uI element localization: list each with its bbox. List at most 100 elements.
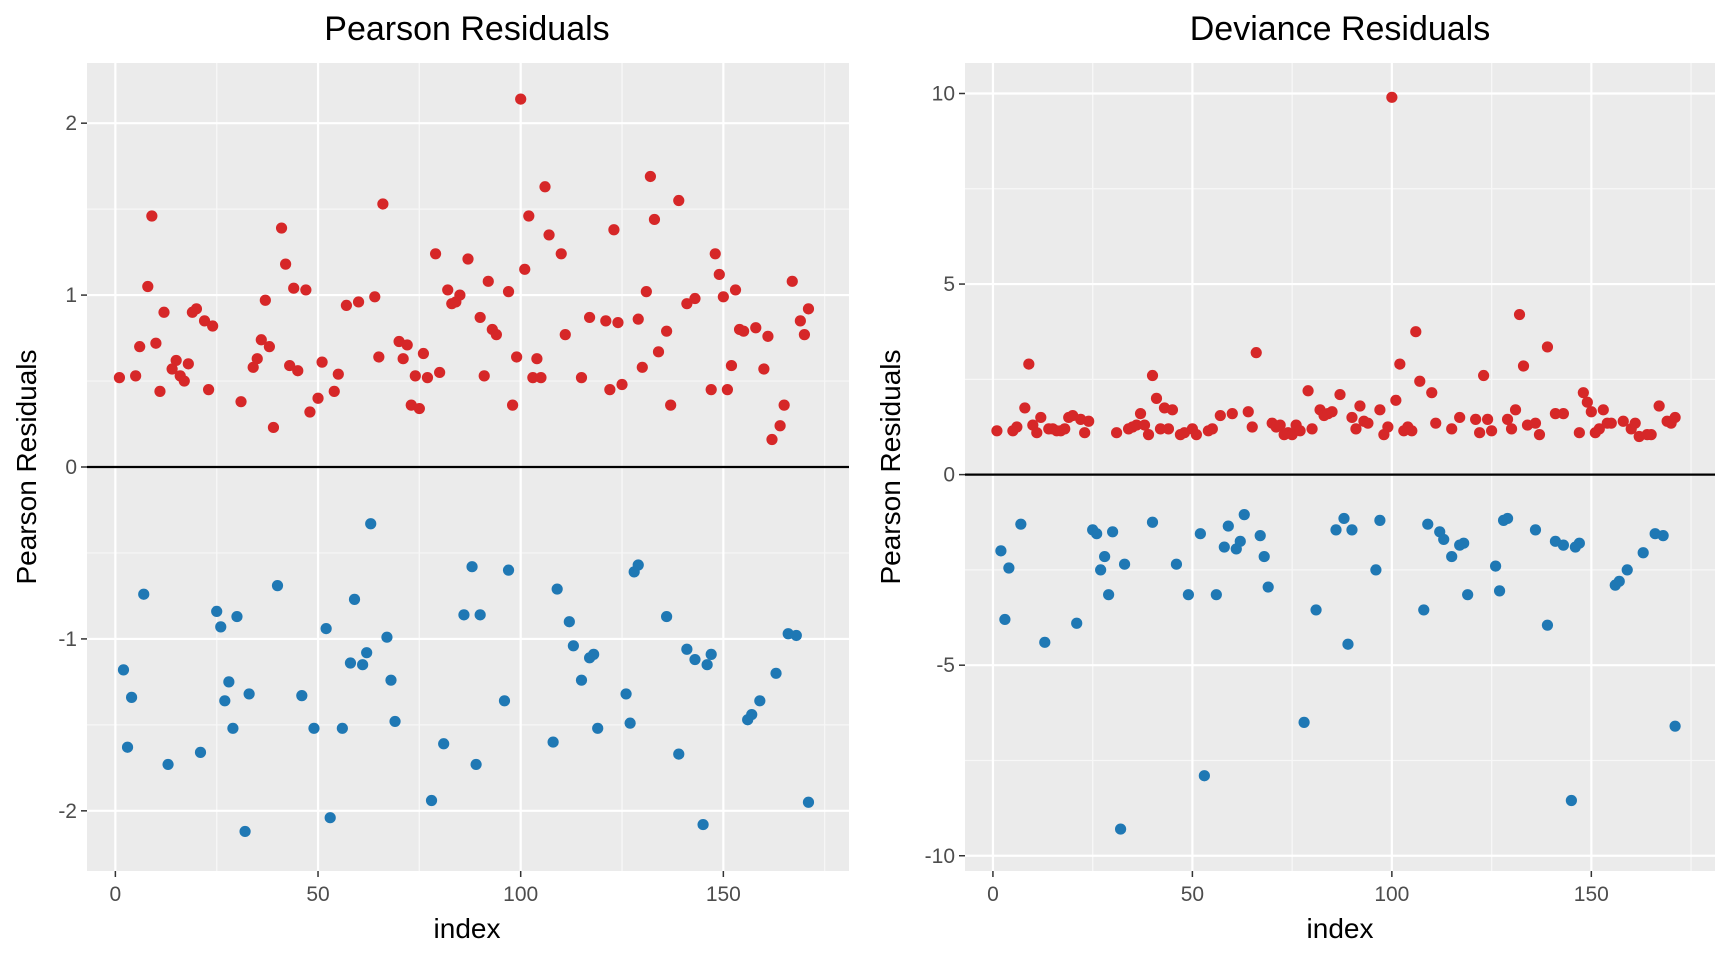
deviance-positive-point: [1138, 419, 1151, 431]
deviance-positive-point: [1541, 341, 1554, 353]
deviance-positive-point: [1083, 415, 1095, 427]
deviance-negative-point: [1099, 550, 1111, 563]
pearson-negative-point: [381, 631, 393, 643]
pearson-positive-point: [352, 296, 365, 308]
deviance-positive-point: [1394, 358, 1406, 370]
deviance-positive-point: [1645, 429, 1657, 441]
deviance-negative-point: [1346, 524, 1358, 536]
deviance-positive-point: [1350, 423, 1362, 435]
deviance-negative-point: [1557, 539, 1570, 551]
pearson-positive-point: [705, 384, 717, 396]
pearson-negative-point: [563, 616, 575, 628]
pearson-negative-point: [320, 623, 332, 635]
deviance-negative-point: [1613, 575, 1625, 587]
deviance-negative-point: [1310, 604, 1322, 616]
pearson-negative-point: [425, 794, 438, 807]
deviance-positive-point: [1142, 429, 1155, 441]
deviance-x-tick-label: 100: [1374, 883, 1409, 906]
pearson-negative-point: [624, 717, 636, 729]
pearson-negative-point: [620, 688, 632, 700]
deviance-positive-point: [1059, 423, 1071, 435]
deviance-negative-point: [1370, 564, 1382, 576]
pearson-positive-point: [478, 370, 490, 382]
pearson-positive-point: [340, 299, 353, 311]
deviance-negative-point: [1338, 512, 1350, 525]
pearson-positive-point: [198, 315, 211, 327]
deviance-positive-point: [1557, 408, 1570, 420]
pearson-positive-point: [539, 181, 551, 193]
deviance-negative-point: [1573, 537, 1585, 549]
deviance-negative-point: [1330, 524, 1342, 536]
pearson-negative-point: [470, 758, 482, 771]
deviance-positive-point: [991, 425, 1003, 437]
deviance-negative-point: [1194, 528, 1206, 540]
pearson-positive-point: [725, 359, 738, 372]
deviance-positive-point: [1206, 423, 1218, 435]
deviance-negative-point: [1039, 636, 1051, 648]
deviance-negative-point: [1422, 518, 1434, 530]
deviance-positive-point: [1470, 413, 1482, 425]
pearson-negative-point: [802, 796, 815, 808]
pearson-positive-point: [312, 392, 324, 404]
pearson-positive-point: [409, 370, 421, 382]
pearson-positive-point: [559, 329, 571, 341]
pearson-negative-point: [754, 695, 766, 707]
pearson-y-tick-label: -2: [58, 800, 77, 823]
pearson-positive-point: [527, 372, 539, 384]
pearson-negative-point: [551, 583, 563, 595]
pearson-positive-point: [267, 421, 280, 434]
pearson-positive-point: [506, 399, 519, 411]
deviance-positive-point: [1226, 408, 1238, 420]
deviance-negative-point: [1146, 516, 1159, 528]
deviance-negative-point: [1103, 589, 1115, 601]
pearson-negative-point: [239, 825, 251, 838]
deviance-positive-point: [1505, 423, 1518, 435]
deviance-negative-point: [1493, 585, 1506, 597]
pearson-negative-point: [661, 610, 673, 623]
deviance-positive-point: [1166, 404, 1179, 416]
pearson-positive-point: [178, 375, 190, 387]
deviance-y-ticks: -10 -5 0 5 10: [925, 82, 965, 868]
deviance-positive-point: [1250, 347, 1262, 359]
pearson-x-axis-title: index: [434, 913, 501, 944]
pearson-positive-point: [369, 291, 381, 303]
deviance-positive-point: [1593, 423, 1605, 435]
pearson-positive-point: [316, 356, 328, 368]
pearson-x-ticks: 0 50 100 150: [110, 871, 741, 906]
pearson-positive-point: [616, 378, 628, 391]
deviance-positive-point: [1302, 385, 1314, 397]
deviance-positive-point: [1023, 358, 1035, 370]
pearson-positive-point: [170, 354, 182, 367]
deviance-negative-point: [1258, 550, 1270, 563]
pearson-positive-point: [717, 291, 729, 303]
pearson-negative-point: [567, 640, 579, 652]
deviance-panel-title: Deviance Residuals: [1190, 10, 1491, 48]
deviance-positive-point: [1577, 387, 1589, 399]
deviance-positive-point: [1386, 91, 1398, 103]
pearson-negative-point: [389, 715, 401, 728]
deviance-negative-point: [1374, 514, 1386, 526]
deviance-negative-point: [1238, 509, 1250, 521]
pearson-positive-point: [502, 286, 515, 298]
deviance-positive-point: [1501, 413, 1514, 425]
pearson-negative-point: [308, 722, 320, 734]
pearson-negative-point: [466, 561, 478, 573]
deviance-positive-point: [1426, 387, 1438, 399]
pearson-positive-point: [166, 363, 178, 375]
pearson-positive-point: [644, 170, 656, 183]
deviance-positive-point: [1485, 425, 1498, 437]
pearson-negative-point: [498, 695, 511, 707]
pearson-positive-point: [275, 222, 288, 234]
deviance-negative-point: [1298, 716, 1310, 728]
pearson-positive-point: [150, 337, 162, 349]
pearson-negative-point: [219, 695, 231, 707]
pearson-positive-point: [604, 384, 616, 396]
deviance-negative-point: [1501, 512, 1514, 525]
pearson-positive-point: [158, 306, 170, 318]
deviance-negative-point: [1107, 526, 1119, 538]
deviance-positive-point: [1362, 417, 1374, 429]
pearson-negative-point: [271, 580, 284, 592]
pearson-positive-point: [202, 384, 215, 396]
deviance-plot-background: [965, 63, 1715, 871]
